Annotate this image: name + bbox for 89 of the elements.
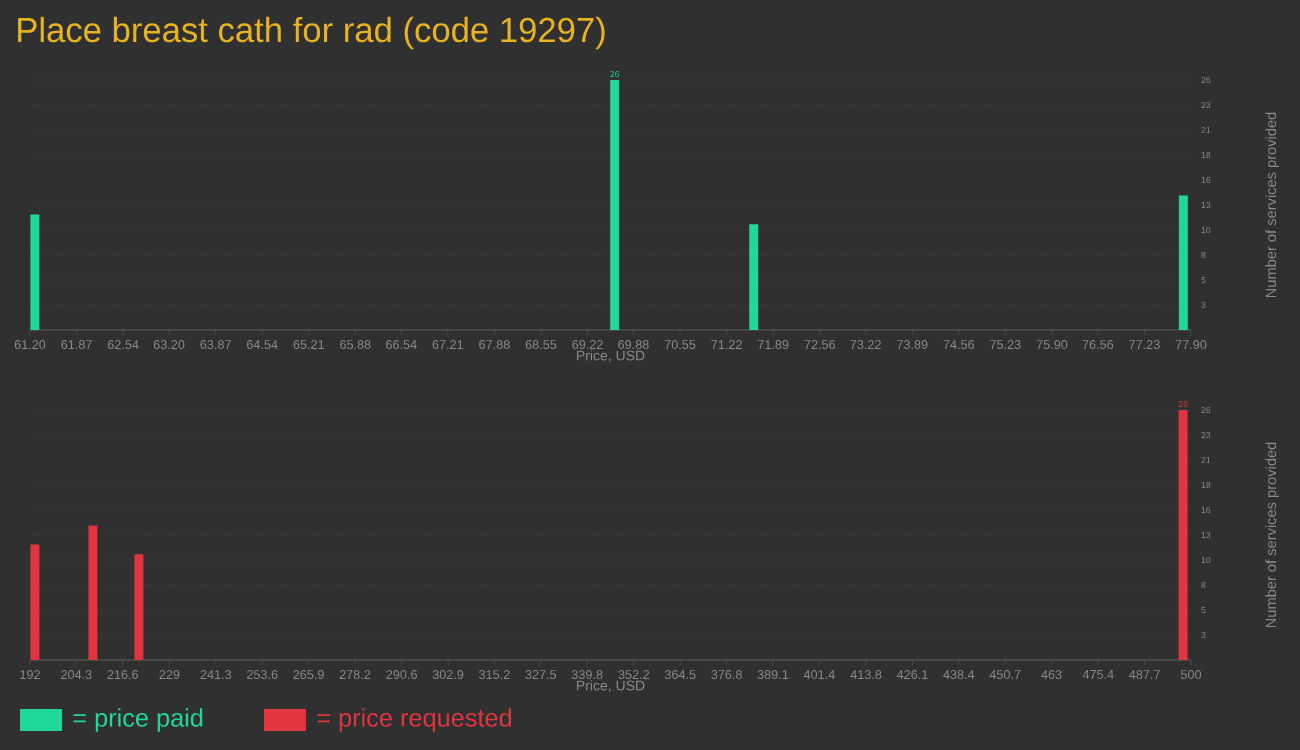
x-tick-label: 75.23 xyxy=(990,340,1021,350)
x-tick-label: 229 xyxy=(159,670,180,680)
bar xyxy=(30,214,40,330)
y-tick-label: 18 xyxy=(1201,151,1211,159)
x-tick-label: 65.21 xyxy=(293,340,324,350)
bar xyxy=(30,544,40,660)
x-tick-label: 500 xyxy=(1180,670,1202,680)
x-tick-label: 192 xyxy=(20,670,40,680)
y-tick-label: 16 xyxy=(1201,176,1211,184)
y-tick-label: 8 xyxy=(1201,581,1206,589)
y-tick-label: 13 xyxy=(1201,531,1211,539)
chart-title: Place breast cath for rad (code 19297) xyxy=(18,16,605,50)
y-axis-title: Number of services provided xyxy=(1265,112,1280,298)
y-tick-label: 8 xyxy=(1201,251,1206,259)
legend-label: = price paid xyxy=(73,708,203,732)
x-tick-label: 62.54 xyxy=(107,340,139,350)
x-tick-label: 450.7 xyxy=(989,670,1021,680)
x-tick-label: 426.1 xyxy=(896,670,928,680)
x-tick-label: 302.9 xyxy=(432,670,464,680)
x-axis-title: Price, USD xyxy=(577,680,645,693)
bar xyxy=(749,224,759,330)
x-tick-label: 265.9 xyxy=(293,670,324,680)
y-tick-label: 10 xyxy=(1201,556,1211,564)
x-tick-label: 68.55 xyxy=(525,340,557,350)
x-tick-label: 352.2 xyxy=(618,670,650,680)
legend-label: = price requested xyxy=(317,708,512,732)
y-tick-label: 16 xyxy=(1201,506,1211,514)
y-tick-label: 23 xyxy=(1201,431,1211,439)
x-tick-label: 401.4 xyxy=(803,670,835,680)
x-tick-label: 66.54 xyxy=(386,340,417,350)
x-tick-label: 463 xyxy=(1041,670,1062,680)
x-tick-label: 72.56 xyxy=(804,340,836,350)
x-tick-label: 74.56 xyxy=(943,340,975,350)
y-axis-title: Number of services provided xyxy=(1265,442,1280,628)
x-tick-label: 278.2 xyxy=(339,670,371,680)
x-axis-title: Price, USD xyxy=(577,350,645,363)
x-tick-label: 487.7 xyxy=(1129,670,1160,680)
x-tick-label: 71.89 xyxy=(757,340,789,350)
x-tick-label: 63.20 xyxy=(153,340,185,350)
x-tick-label: 73.89 xyxy=(897,340,928,350)
y-tick-label: 23 xyxy=(1201,101,1211,109)
y-tick-label: 5 xyxy=(1201,276,1206,284)
x-tick-label: 241.3 xyxy=(200,670,232,680)
x-tick-label: 339.8 xyxy=(571,670,603,680)
y-tick-label: 26 xyxy=(1201,406,1211,414)
x-tick-label: 67.88 xyxy=(479,340,510,350)
y-tick-label: 21 xyxy=(1201,456,1211,464)
data-label: 26 xyxy=(610,70,620,78)
x-tick-label: 389.1 xyxy=(757,670,789,680)
bar xyxy=(1178,410,1188,660)
y-tick-label: 26 xyxy=(1201,76,1211,84)
x-tick-label: 61.20 xyxy=(14,340,46,350)
x-tick-label: 364.5 xyxy=(664,670,696,680)
data-label: 26 xyxy=(1178,400,1188,408)
x-tick-label: 77.23 xyxy=(1129,340,1160,350)
x-tick-label: 70.55 xyxy=(664,340,696,350)
x-tick-label: 77.90 xyxy=(1175,340,1207,350)
bar xyxy=(134,554,144,660)
y-tick-label: 3 xyxy=(1201,301,1206,309)
x-tick-label: 475.4 xyxy=(1082,670,1114,679)
x-tick-label: 75.90 xyxy=(1036,340,1068,350)
x-tick-label: 69.22 xyxy=(572,340,603,350)
bar xyxy=(1178,195,1188,330)
x-tick-label: 216.6 xyxy=(107,670,139,680)
x-tick-label: 204.3 xyxy=(61,670,92,680)
x-tick-label: 376.8 xyxy=(711,670,742,680)
y-tick-label: 10 xyxy=(1201,226,1211,234)
x-tick-label: 253.6 xyxy=(246,670,278,680)
y-tick-label: 3 xyxy=(1201,631,1206,639)
bar xyxy=(610,80,620,330)
y-tick-label: 21 xyxy=(1201,126,1211,134)
x-tick-label: 76.56 xyxy=(1082,340,1114,350)
x-tick-label: 438.4 xyxy=(943,670,975,680)
x-tick-label: 73.22 xyxy=(850,340,881,350)
x-tick-label: 69.88 xyxy=(618,340,649,350)
y-tick-label: 5 xyxy=(1201,606,1206,614)
x-tick-label: 61.87 xyxy=(61,340,92,350)
x-tick-label: 327.5 xyxy=(525,670,557,680)
y-tick-label: 13 xyxy=(1201,201,1211,209)
x-tick-label: 413.8 xyxy=(850,670,882,680)
x-tick-label: 63.87 xyxy=(200,340,231,350)
x-tick-label: 71.22 xyxy=(711,340,742,349)
bar xyxy=(88,525,98,660)
x-tick-label: 65.88 xyxy=(340,340,371,350)
y-tick-label: 18 xyxy=(1201,481,1211,489)
x-tick-label: 290.6 xyxy=(386,670,417,680)
x-tick-label: 67.21 xyxy=(432,340,464,350)
x-tick-label: 315.2 xyxy=(479,670,510,680)
x-tick-label: 64.54 xyxy=(247,340,278,350)
